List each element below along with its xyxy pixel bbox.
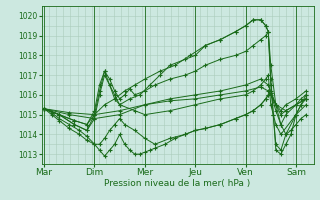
X-axis label: Pression niveau de la mer( hPa ): Pression niveau de la mer( hPa ) bbox=[104, 179, 251, 188]
